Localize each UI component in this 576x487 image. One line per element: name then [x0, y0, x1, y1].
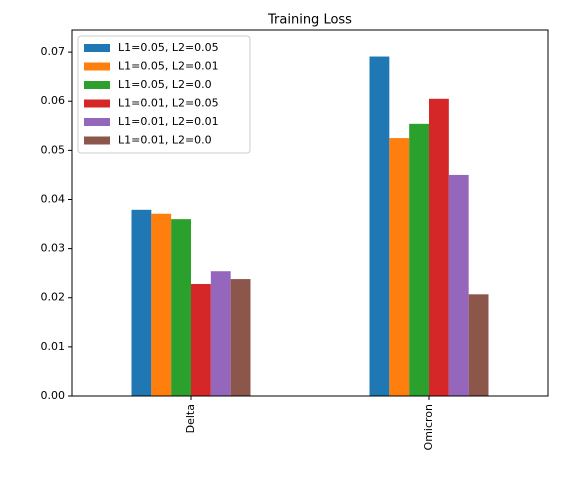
legend-swatch — [84, 136, 110, 145]
y-tick-label: 0.05 — [41, 143, 66, 156]
legend-label: L1=0.01, L2=0.01 — [118, 115, 219, 128]
bar — [151, 213, 172, 396]
y-tick-label: 0.04 — [41, 192, 66, 205]
legend-swatch — [84, 118, 110, 126]
legend-swatch — [84, 81, 110, 89]
chart-title: Training Loss — [267, 13, 352, 28]
legend-label: L1=0.01, L2=0.0 — [118, 134, 212, 147]
legend-swatch — [84, 99, 110, 108]
legend-label: L1=0.01, L2=0.05 — [118, 97, 219, 110]
bar — [389, 138, 410, 396]
bar — [131, 209, 152, 396]
bar — [369, 56, 390, 396]
y-tick-label: 0.02 — [41, 291, 66, 304]
x-tick-label: Delta — [184, 404, 197, 433]
bar — [171, 219, 191, 396]
legend-label: L1=0.05, L2=0.0 — [118, 78, 212, 91]
bar — [409, 123, 429, 396]
bar — [230, 279, 251, 396]
bar — [468, 294, 489, 396]
y-tick-label: 0.06 — [41, 94, 66, 107]
y-tick-label: 0.03 — [41, 242, 66, 255]
legend-label: L1=0.05, L2=0.05 — [118, 41, 219, 54]
x-tick-label: Omicron — [422, 404, 435, 450]
y-tick-label: 0.00 — [41, 389, 66, 402]
legend-box — [77, 35, 251, 154]
bar — [191, 283, 211, 396]
legend-label: L1=0.05, L2=0.01 — [118, 60, 219, 73]
plot-frame — [71, 29, 549, 397]
y-tick-label: 0.07 — [41, 45, 66, 58]
bar — [210, 271, 231, 396]
legend-swatch — [84, 62, 110, 71]
y-tick-label: 0.01 — [41, 340, 66, 353]
bar — [429, 98, 449, 396]
legend-swatch — [84, 44, 110, 52]
bar — [448, 174, 469, 396]
